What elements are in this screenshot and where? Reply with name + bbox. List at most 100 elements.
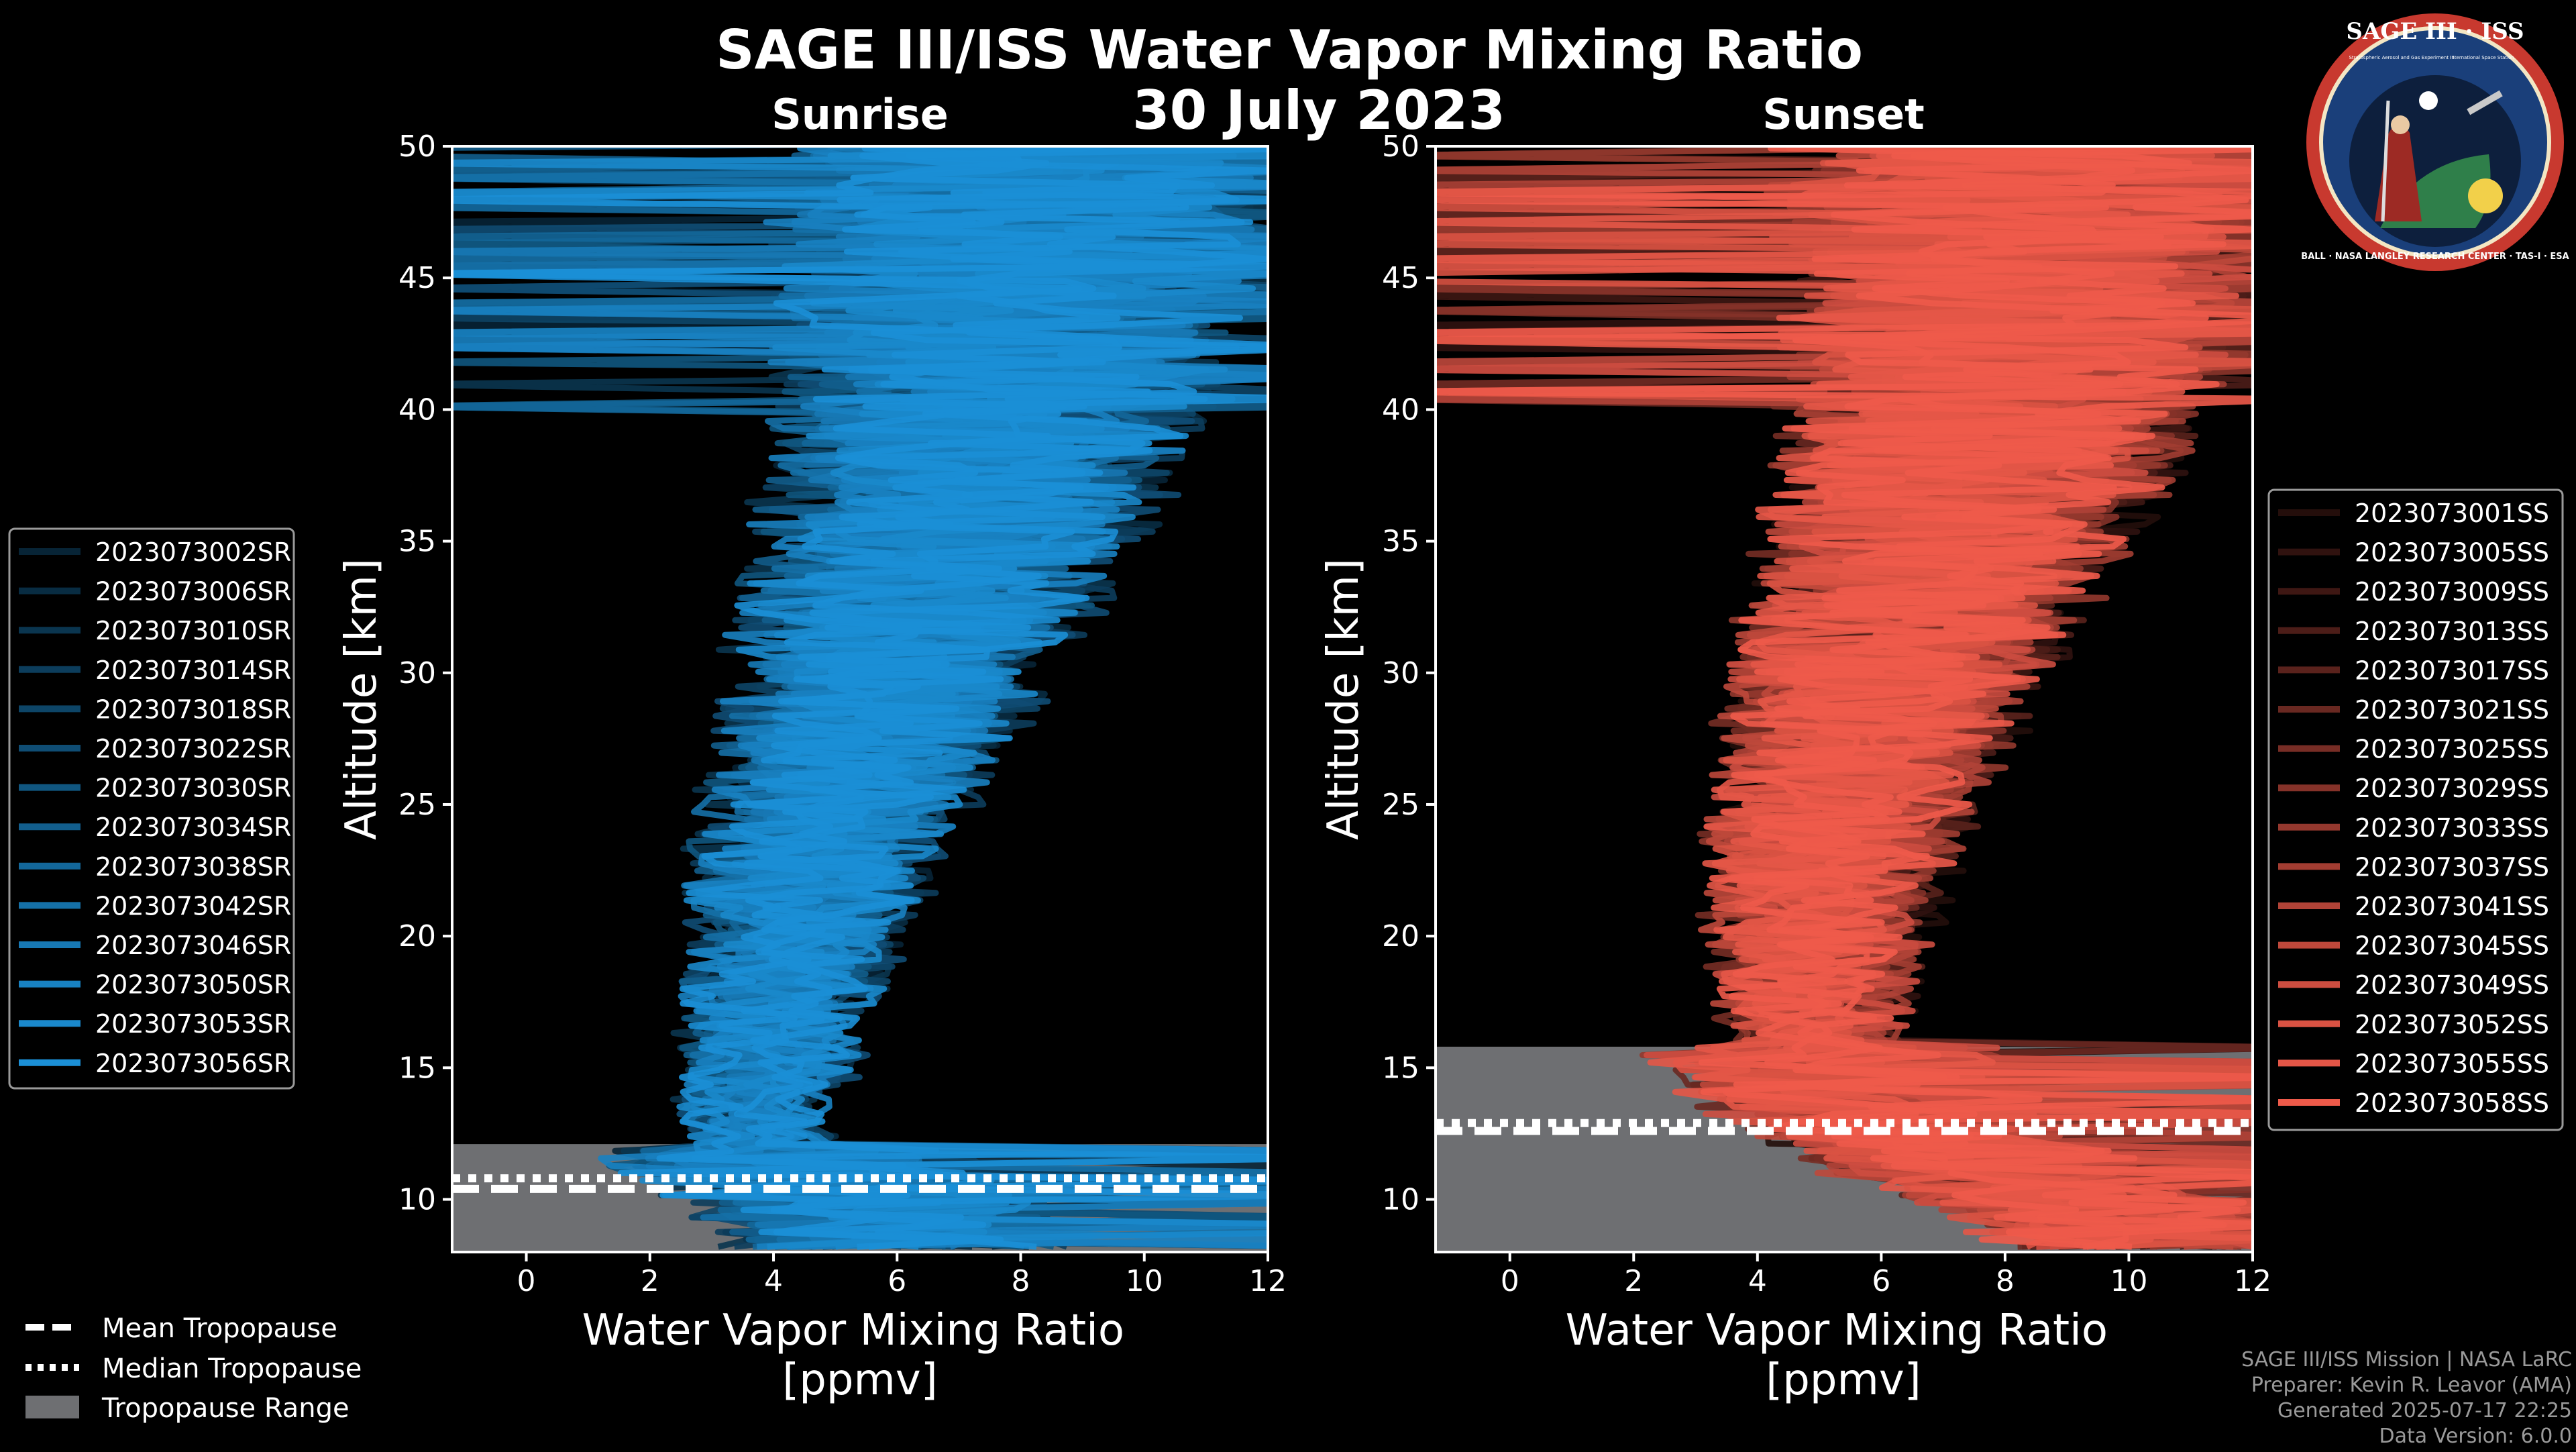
sunrise-x-tick-label: 0 xyxy=(517,1264,536,1298)
sunset-legend-label: 2023073058SS xyxy=(2355,1088,2549,1118)
logo-inner-left: Stratospheric Aerosol and Gas Experiment… xyxy=(2349,55,2454,60)
sunset-legend-label: 2023073045SS xyxy=(2355,931,2549,961)
sunset-x-tick-label: 6 xyxy=(1872,1264,1890,1298)
mean-tropopause-label: Mean Tropopause xyxy=(102,1313,337,1344)
sunset-legend-label: 2023073025SS xyxy=(2355,735,2549,764)
sunset-ylabel: Altitude [km] xyxy=(1319,558,1368,840)
sunrise-x-tick-label: 10 xyxy=(1126,1264,1163,1298)
sunset-y-tick-label: 10 xyxy=(1382,1183,1419,1217)
sunrise-y-tick-label: 25 xyxy=(398,788,436,822)
sunrise-x-tick-label: 4 xyxy=(764,1264,783,1298)
sunrise-x-tick-label: 12 xyxy=(1249,1264,1287,1298)
sunset-x-tick-label: 10 xyxy=(2110,1264,2147,1298)
sunset-profiles xyxy=(1436,146,2253,1250)
sunset-y-tick-label: 25 xyxy=(1382,788,1419,822)
sunrise-legend-label: 2023073030SR xyxy=(95,774,291,803)
sunset-x-tick-label: 4 xyxy=(1748,1264,1767,1298)
footer-mission: SAGE III/ISS Mission | NASA LaRC xyxy=(2241,1348,2572,1371)
sunrise-y-tick-label: 45 xyxy=(398,261,436,295)
sunrise-panel: 0 2 4 6 8 10 12 10 15 20 25 30 35 40 45 50 Altitude [k… xyxy=(337,129,1287,1405)
sunrise-legend-label: 2023073010SR xyxy=(95,616,291,645)
sunset-legend-label: 2023073029SS xyxy=(2355,774,2549,803)
sunrise-x-tick-label: 6 xyxy=(888,1264,906,1298)
sunrise-y-tick-label: 35 xyxy=(398,525,436,559)
sunset-y-tick-label: 15 xyxy=(1382,1051,1419,1085)
sunset-legend-box xyxy=(2267,488,2564,1131)
sunrise-xlabel: Water Vapor Mixing Ratio [ppmv] xyxy=(582,1306,1138,1405)
sunset-profile-line xyxy=(1436,146,2253,1250)
sunrise-legend-label: 2023073034SR xyxy=(95,813,291,842)
tropopause-range-label: Tropopause Range xyxy=(101,1393,350,1424)
sunset-frame xyxy=(1434,145,2254,1253)
astronomer-staff-icon xyxy=(2381,100,2390,222)
sunset-legend-label: 2023073052SS xyxy=(2355,1010,2549,1039)
sunrise-legend-label: 2023073002SR xyxy=(95,537,291,567)
sunset-legend-label: 2023073001SS xyxy=(2355,499,2549,528)
sunrise-ylabel: Altitude [km] xyxy=(337,558,386,840)
sunrise-y-tick-label: 10 xyxy=(398,1183,436,1217)
sunset-legend-label: 2023073033SS xyxy=(2355,813,2549,843)
sunrise-legend-box xyxy=(8,527,295,1090)
sunrise-panel-title: Sunrise xyxy=(771,90,949,139)
sunrise-y-tick-label: 40 xyxy=(398,393,436,427)
sunset-legend-label: 2023073013SS xyxy=(2355,617,2549,646)
sunset-y-tick-label: 50 xyxy=(1382,129,1419,164)
sunset-y-tick-label: 20 xyxy=(1382,919,1419,953)
sunrise-legend-label: 2023073018SR xyxy=(95,694,291,724)
sunset-x-ticks: 0 2 4 6 8 10 12 xyxy=(1501,1252,2271,1298)
sunrise-y-tick-label: 30 xyxy=(398,656,436,690)
sunset-x-tick-label: 12 xyxy=(2234,1264,2271,1298)
sunset-x-tick-label: 0 xyxy=(1501,1264,1519,1298)
sunrise-legend-label: 2023073050SR xyxy=(95,970,291,1000)
sunrise-y-ticks: 10 15 20 25 30 35 40 45 50 xyxy=(398,129,452,1217)
sunset-x-tick-label: 2 xyxy=(1624,1264,1643,1298)
sunset-legend-label: 2023073037SS xyxy=(2355,852,2549,882)
sunset-legend-label: 2023073055SS xyxy=(2355,1049,2549,1078)
sunset-xlabel: Water Vapor Mixing Ratio [ppmv] xyxy=(1566,1306,2122,1405)
footer-credits: SAGE III/ISS Mission | NASA LaRC Prepare… xyxy=(2241,1348,2572,1448)
sun-icon xyxy=(2468,178,2503,213)
median-tropopause-label: Median Tropopause xyxy=(102,1353,362,1384)
sunset-panel-title: Sunset xyxy=(1762,90,1925,139)
logo-inner-right: International Space Station xyxy=(2450,55,2514,60)
footer-generated: Generated 2025-07-17 22:25 xyxy=(2277,1399,2572,1422)
sunset-y-tick-label: 35 xyxy=(1382,525,1419,559)
sunrise-legend-label: 2023073006SR xyxy=(95,577,291,607)
sunset-legend-label: 2023073005SS xyxy=(2355,538,2549,568)
footer-preparer: Preparer: Kevin R. Leavor (AMA) xyxy=(2251,1373,2572,1397)
sunrise-frame xyxy=(451,145,1269,1253)
footer-version: Data Version: 6.0.0 xyxy=(2379,1424,2572,1448)
sunrise-legend-label: 2023073014SR xyxy=(95,656,291,685)
sunset-x-tick-label: 8 xyxy=(1996,1264,2015,1298)
logo-ring-text: BALL · NASA LANGLEY RESEARCH CENTER · TA… xyxy=(2301,252,2569,262)
figure-date: 30 July 2023 xyxy=(1132,79,1505,142)
sunrise-profile-line xyxy=(452,146,1268,1250)
sunset-legend-label: 2023073041SS xyxy=(2355,892,2549,921)
moon-icon xyxy=(2419,91,2438,110)
sunrise-y-tick-label: 15 xyxy=(398,1051,436,1085)
sunrise-profiles xyxy=(452,146,1268,1250)
tropopause-range-swatch xyxy=(25,1396,79,1418)
sunset-y-ticks: 10 15 20 25 30 35 40 45 50 xyxy=(1382,129,1436,1217)
sunrise-legend-label: 2023073056SR xyxy=(95,1049,291,1078)
sunset-y-tick-label: 30 xyxy=(1382,656,1419,690)
logo-title: SAGE III · ISS xyxy=(2346,18,2524,45)
sunrise-legend-label: 2023073042SR xyxy=(95,891,291,921)
sunrise-x-tick-label: 8 xyxy=(1012,1264,1030,1298)
sunset-legend-label: 2023073049SS xyxy=(2355,970,2549,1000)
sunset-y-tick-label: 40 xyxy=(1382,393,1419,427)
sunrise-legend-label: 2023073022SR xyxy=(95,734,291,764)
tropopause-legend: Mean Tropopause Median Tropopause Tropop… xyxy=(25,1313,362,1424)
sunset-legend-label: 2023073017SS xyxy=(2355,656,2549,685)
sunrise-y-tick-label: 50 xyxy=(398,129,436,164)
sunrise-y-tick-label: 20 xyxy=(398,919,436,953)
sunset-profile-line xyxy=(1733,146,2253,1250)
sunset-legend: 2023073001SS 2023073005SS 2023073009SS 2023… xyxy=(2267,488,2564,1131)
iss-station-icon xyxy=(2467,90,2503,115)
sunset-panel: 0 2 4 6 8 10 12 10 15 20 25 30 35 40 45 50 Altitude [k… xyxy=(1319,129,2271,1405)
sunset-legend-label: 2023073009SS xyxy=(2355,577,2549,607)
sunrise-legend: 2023073002SR 2023073006SR 2023073010SR 2023… xyxy=(8,527,295,1090)
sunset-legend-label: 2023073021SS xyxy=(2355,695,2549,725)
